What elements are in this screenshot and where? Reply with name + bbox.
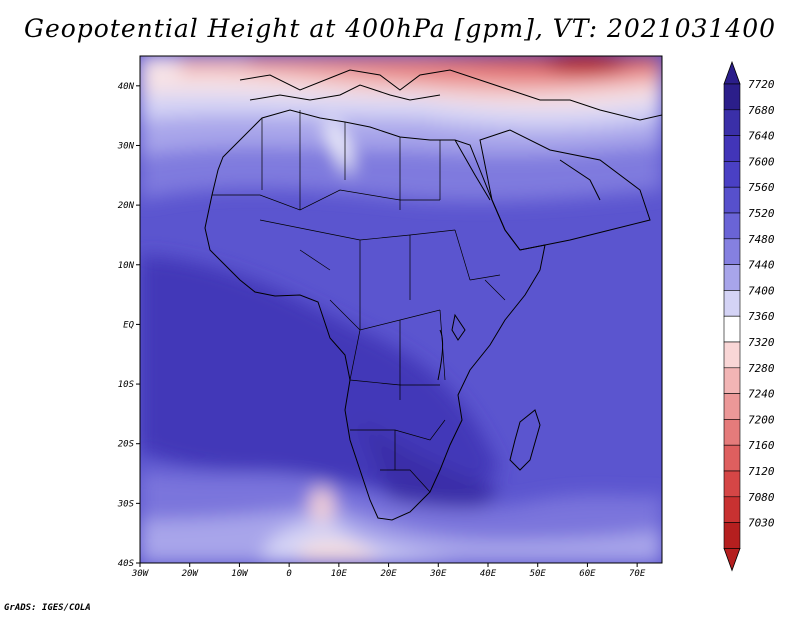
colorbar-swatch [723,367,741,394]
colorbar-swatch [723,109,741,136]
lon-label: 10W [231,569,249,579]
colorbar-label: 7520 [748,207,775,220]
lon-label: 70E [629,569,646,579]
lon-label: 60E [579,569,596,579]
colorbar-swatch [723,212,741,240]
red-sea [454,139,491,201]
lat-label: 40N [118,82,135,92]
europe-coast [239,69,662,121]
coastlines [204,69,662,521]
lat-label: 30S [117,499,135,509]
lon-label: 50E [530,569,547,579]
colorbar-label: 7720 [748,78,775,91]
colorbar-label: 7360 [748,310,775,323]
lon-label: 0 [286,569,291,579]
colorbar-label: 7400 [748,284,775,297]
map-title: Geopotential Height at 400hPa [gpm], VT:… [23,14,777,43]
colorbar-swatch [723,470,741,498]
colorbar-swatch [723,522,741,549]
colorbar-label: 7600 [748,155,775,168]
colorbar-label: 7160 [748,439,775,452]
colorbar-bottom-arrow [723,548,741,572]
colorbar-label: 7640 [748,130,775,143]
lat-label: 30N [117,141,135,151]
arabia-outline [479,129,651,251]
lon-label: 30W [131,569,150,579]
colorbar-swatch [723,419,741,446]
africa-coastline [204,109,546,521]
colorbar-label: 7240 [748,388,775,401]
colorbar-label: 7080 [748,491,775,504]
plot-frame [139,55,663,564]
colorbar-swatch [723,496,741,523]
colorbar-label: 7480 [748,233,775,246]
colorbar: 7720 7680 7640 7600 7560 7520 7480 7440 7400 7360… [723,60,775,572]
lat-label: 20N [118,201,135,211]
colorbar-top-arrow [723,60,741,85]
colorbar-label: 7320 [748,336,775,349]
colorbar-swatch [723,393,741,420]
lat-label: 10S [118,380,135,390]
madagascar-outline [509,409,541,471]
lat-label: EQ [123,320,134,330]
height-field [140,56,662,563]
lon-label: 10E [331,569,348,579]
colorbar-swatch [723,83,741,111]
persian-gulf [559,159,601,201]
colorbar-label: 7440 [748,259,775,272]
lat-label: 10N [118,261,135,271]
colorbar-label: 7120 [748,465,775,478]
great-lakes [437,313,466,381]
lon-label: 30E [429,569,447,579]
colorbar-swatch [723,444,741,472]
colorbar-label: 7680 [748,104,775,117]
colorbar-swatch [723,238,741,265]
colorbar-swatch [723,161,741,188]
colorbar-swatch [723,315,741,343]
colorbar-label: 7200 [748,413,775,426]
colorbar-swatch [723,186,741,214]
colorbar-label: 7030 [748,517,775,530]
lon-label: 40E [480,569,497,579]
grads-credit: GrADS: IGES/COLA [4,603,91,613]
colorbar-swatch [723,135,741,162]
colorbar-swatch [723,341,741,369]
lon-label: 20E [380,569,397,579]
colorbar-label: 7560 [748,181,775,194]
lat-label: 20S [118,440,135,450]
colorbar-label: 7280 [748,362,775,375]
mediterranean-north [249,84,441,101]
colorbar-swatch [723,290,741,317]
lat-label: 40S [118,559,135,569]
colorbar-swatch [723,264,741,291]
lon-label: 20W [182,569,200,579]
